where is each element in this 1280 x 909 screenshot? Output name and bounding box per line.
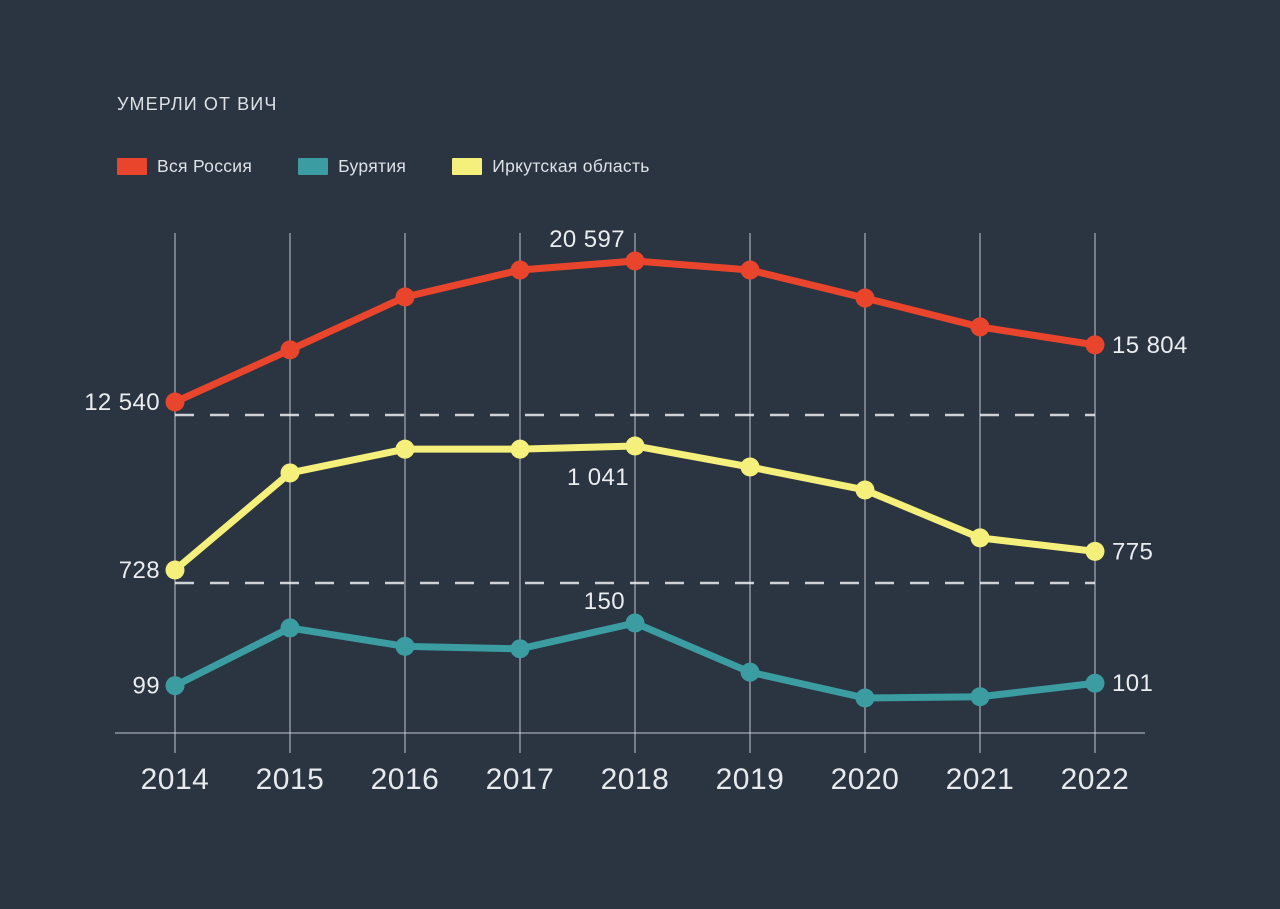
x-axis-label-2017: 2017: [486, 763, 555, 796]
data-point-2-2022: [1085, 541, 1105, 561]
x-axis-label-2014: 2014: [141, 763, 210, 796]
data-point-0-2015: [280, 340, 300, 360]
data-point-0-2017: [510, 260, 530, 280]
data-point-2-2015: [280, 463, 300, 483]
chart-title: УМЕРЛИ ОТ ВИЧ: [117, 94, 278, 114]
data-point-0-2019: [740, 260, 760, 280]
x-axis-label-2015: 2015: [256, 763, 325, 796]
value-label-0-2022: 15 804: [1112, 332, 1188, 359]
x-axis-label-2019: 2019: [716, 763, 785, 796]
legend-label-0: Вся Россия: [157, 156, 253, 176]
data-point-1-2017: [510, 639, 530, 659]
legend-item-2: Иркутская область: [452, 156, 650, 177]
data-point-2-2019: [740, 457, 760, 477]
data-point-0-2022: [1085, 335, 1105, 355]
value-label-1-2014: 99: [133, 673, 161, 700]
value-label-0-2014: 12 540: [84, 389, 160, 416]
data-point-1-2021: [970, 687, 990, 707]
data-point-2-2014: [165, 560, 185, 580]
data-point-1-2019: [740, 662, 760, 682]
legend-swatch-2: [452, 158, 483, 175]
legend-label-2: Иркутская область: [492, 156, 650, 176]
x-axis-label-2018: 2018: [601, 763, 670, 796]
value-label-2-2022: 775: [1112, 538, 1153, 565]
value-label-1-2018: 150: [584, 588, 625, 615]
data-point-1-2018: [625, 613, 645, 633]
legend-swatch-0: [117, 158, 147, 175]
x-axis-label-2021: 2021: [946, 763, 1015, 796]
value-label-0-2018: 20 597: [549, 226, 625, 253]
value-label-2-2018: 1 041: [567, 464, 629, 491]
legend-swatch-1: [298, 158, 329, 175]
data-point-0-2018: [625, 251, 645, 271]
data-point-2-2020: [855, 480, 875, 500]
data-point-1-2022: [1085, 673, 1105, 693]
data-point-0-2020: [855, 288, 875, 308]
x-axis-label-2020: 2020: [831, 763, 900, 796]
value-label-1-2022: 101: [1112, 670, 1153, 697]
data-point-2-2017: [510, 439, 530, 459]
data-point-0-2021: [970, 317, 990, 337]
data-point-2-2016: [395, 439, 415, 459]
data-point-1-2015: [280, 618, 300, 638]
data-point-2-2018: [625, 436, 645, 456]
legend-item-0: Вся Россия: [117, 156, 252, 177]
x-axis-label-2016: 2016: [371, 763, 440, 796]
value-label-2-2014: 728: [119, 557, 160, 584]
data-point-1-2016: [395, 636, 415, 656]
data-point-1-2020: [855, 688, 875, 708]
x-axis-label-2022: 2022: [1061, 763, 1130, 796]
legend-label-1: Бурятия: [338, 156, 407, 176]
legend: Вся Россия Бурятия Иркутская область: [117, 156, 650, 177]
data-point-0-2014: [165, 392, 185, 412]
data-point-1-2014: [165, 676, 185, 696]
data-point-0-2016: [395, 287, 415, 307]
legend-item-1: Бурятия: [298, 156, 406, 177]
data-point-2-2021: [970, 528, 990, 548]
